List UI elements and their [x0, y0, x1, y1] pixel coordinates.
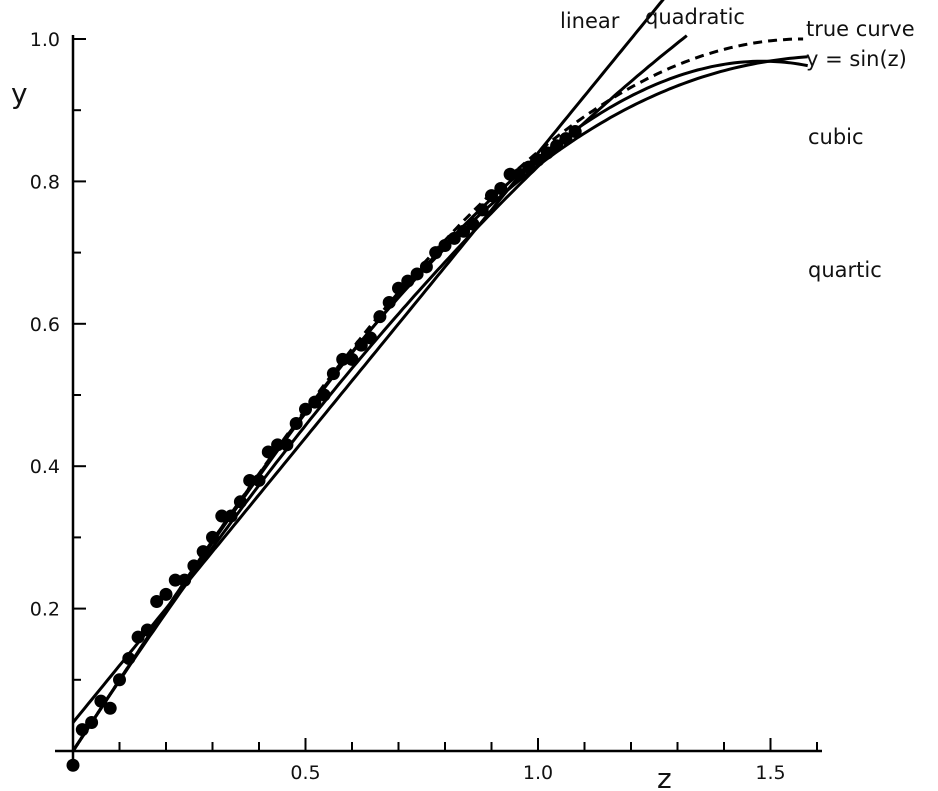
curves	[71, 0, 808, 752]
label-true-curve: true curve	[806, 17, 915, 41]
data-point	[485, 189, 498, 203]
data-point	[140, 623, 154, 637]
data-points	[66, 125, 582, 772]
data-point	[457, 224, 471, 238]
y-tick-label: 0.6	[30, 314, 60, 336]
data-point	[540, 146, 554, 160]
data-point	[364, 331, 378, 345]
data-point	[159, 587, 173, 601]
data-point	[243, 473, 257, 487]
curve-quadratic	[71, 34, 688, 752]
data-point	[336, 352, 350, 366]
data-point	[429, 246, 443, 260]
data-point	[419, 260, 433, 274]
data-point	[94, 694, 108, 708]
data-point	[503, 167, 517, 181]
data-point	[131, 630, 145, 644]
data-point	[113, 673, 126, 687]
data-point	[261, 445, 275, 459]
ticks: 0.5 1.0 1.5 0.2 0.4 0.6 0.8 1.0	[30, 29, 818, 784]
label-quartic: quartic	[808, 258, 882, 282]
y-tick-label: 0.4	[30, 456, 60, 478]
y-axis-label: y	[11, 77, 28, 110]
data-point	[466, 217, 480, 231]
data-point	[354, 338, 368, 352]
data-point	[168, 573, 182, 587]
data-point	[103, 701, 117, 715]
data-point	[531, 153, 545, 167]
data-point	[438, 238, 452, 252]
data-point	[559, 132, 573, 146]
data-point	[512, 167, 526, 181]
data-point	[392, 281, 405, 295]
y-tick-label: 1.0	[30, 29, 60, 51]
x-tick-label: 0.5	[290, 762, 320, 784]
data-point	[382, 295, 396, 309]
data-point	[271, 438, 285, 452]
data-point	[317, 388, 331, 402]
label-quadratic: quadratic	[645, 5, 745, 29]
data-point	[252, 473, 266, 487]
data-point	[122, 651, 136, 665]
curve-quartic	[71, 55, 808, 752]
data-point	[447, 231, 461, 245]
x-tick-label: 1.0	[523, 762, 553, 784]
axes	[55, 35, 822, 768]
data-point	[326, 367, 340, 381]
data-point	[308, 395, 322, 409]
data-point	[215, 509, 229, 523]
data-point	[299, 402, 312, 416]
y-tick-label: 0.2	[30, 599, 60, 621]
data-point	[187, 559, 201, 573]
data-point	[150, 594, 164, 608]
data-point	[345, 352, 359, 366]
curve-cubic	[71, 59, 808, 752]
data-point	[494, 182, 508, 196]
data-point	[475, 203, 489, 217]
data-point	[522, 160, 536, 174]
x-tick-label: 1.5	[755, 762, 785, 784]
data-point	[196, 545, 210, 559]
data-point	[85, 716, 99, 730]
x-axis-label: z	[657, 762, 672, 791]
data-point	[206, 530, 219, 544]
data-point	[233, 495, 247, 509]
data-point	[410, 267, 424, 281]
y-tick-label: 0.8	[30, 171, 60, 193]
data-point	[550, 139, 564, 153]
data-point	[224, 509, 238, 523]
label-true-curve-formula: y = sin(z)	[806, 47, 907, 71]
data-point	[373, 310, 387, 324]
data-point	[75, 723, 89, 737]
data-point	[289, 416, 303, 430]
data-point	[178, 573, 192, 587]
data-point	[401, 274, 415, 288]
data-point	[280, 438, 294, 452]
data-point	[66, 758, 80, 772]
label-cubic: cubic	[808, 125, 864, 149]
curve-true	[71, 37, 804, 752]
data-point	[568, 125, 582, 139]
label-linear: linear	[560, 9, 620, 33]
